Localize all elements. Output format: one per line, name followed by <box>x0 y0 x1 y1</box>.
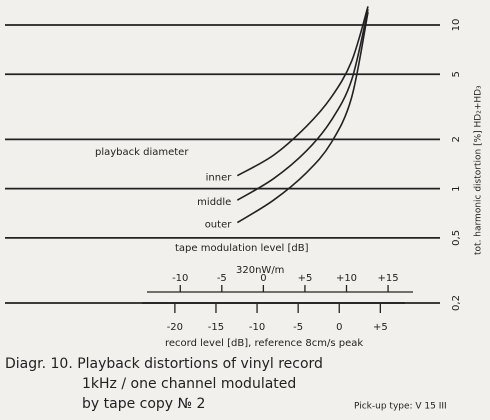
x-tick-label: -5 <box>293 322 303 333</box>
note: Pick-up type: V 15 III <box>354 402 447 412</box>
x-tick-label: -15 <box>208 322 224 333</box>
x-tick-label: -10 <box>249 322 265 333</box>
chart-title: Diagr. 10. Playback distortions of vinyl… <box>5 356 323 372</box>
x2-axis-label: tape modulation level [dB] <box>175 243 309 254</box>
y-tick-label: 1 <box>451 185 462 191</box>
y-tick-label: 0,2 <box>451 295 462 311</box>
x2-tick-label: -5 <box>217 273 227 284</box>
series-label: middle <box>197 197 231 208</box>
y-tick-label: 0,5 <box>451 230 462 246</box>
x2-tick-label: +15 <box>378 273 399 284</box>
x-tick-label: 0 <box>336 322 342 333</box>
y-tick-label: 10 <box>451 19 462 32</box>
series-label: inner <box>206 173 233 184</box>
curve <box>236 11 369 224</box>
x-axis-label: record level [dB], reference 8cm/s peak <box>165 338 363 349</box>
y-axis-label: tot. harmonic distortion [%] HD₂+HD₃ <box>474 85 484 255</box>
x-tick-label: +5 <box>373 322 388 333</box>
series-label: outer <box>205 220 233 231</box>
subtitle: 1kHz / one channel modulated <box>82 376 296 392</box>
x2-unit: 320nW/m <box>236 265 284 276</box>
x2-tick-label: -10 <box>172 273 188 284</box>
x2-tick-label: 0 <box>260 273 266 284</box>
curve <box>236 6 369 177</box>
y-tick-label: 5 <box>451 71 462 77</box>
x2-tick-label: +10 <box>336 273 357 284</box>
x2-tick-label: +5 <box>298 273 313 284</box>
y-tick-label: 2 <box>451 136 462 142</box>
x-tick-label: -20 <box>167 322 183 333</box>
subtitle: by tape copy № 2 <box>82 396 205 412</box>
legend-title: playback diameter <box>95 147 189 158</box>
curve <box>236 8 369 201</box>
